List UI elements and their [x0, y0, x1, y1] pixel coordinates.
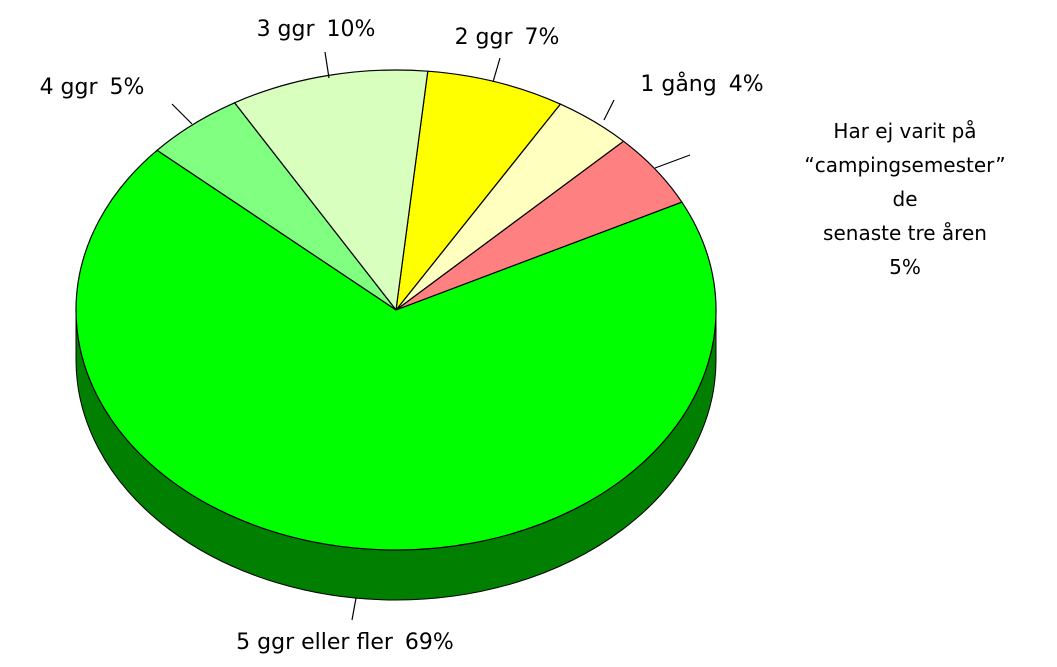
slice-value: 7%	[524, 25, 560, 50]
slice-value: 69%	[404, 630, 454, 655]
slice-value: 5%	[889, 255, 921, 279]
slice-label: 4 ggr 5%	[40, 71, 145, 105]
slice-label: 5 ggr eller fler 69%	[236, 626, 454, 660]
slice-category: 5 ggr eller fler	[236, 630, 393, 655]
leader-line	[351, 597, 357, 621]
slice-category: 4 ggr	[39, 75, 98, 100]
leader-line	[603, 99, 615, 121]
pie-slice	[233, 69, 429, 312]
slice-category: 3 ggr	[256, 17, 315, 42]
slice-value: 5%	[109, 75, 145, 100]
slice-label: 3 ggr 10%	[257, 13, 376, 47]
slice-value: 4%	[728, 72, 764, 97]
leader-line	[492, 57, 501, 83]
leader-line	[654, 154, 691, 169]
slice-value: 10%	[326, 17, 376, 42]
slice-label: 1 gång 4%	[640, 68, 763, 102]
slice-category: 1 gång	[640, 72, 717, 97]
slice-category: Har ej varit på “campingsemester” de sen…	[804, 119, 1006, 245]
pie-slice	[395, 70, 562, 313]
leader-line	[171, 103, 193, 125]
slice-label: Har ej varit på “campingsemester” de sen…	[804, 114, 1005, 284]
leader-line	[324, 51, 330, 79]
slice-category: 2 ggr	[454, 25, 513, 50]
slice-label: 2 ggr 7%	[455, 21, 560, 55]
pie-slice	[75, 149, 717, 551]
